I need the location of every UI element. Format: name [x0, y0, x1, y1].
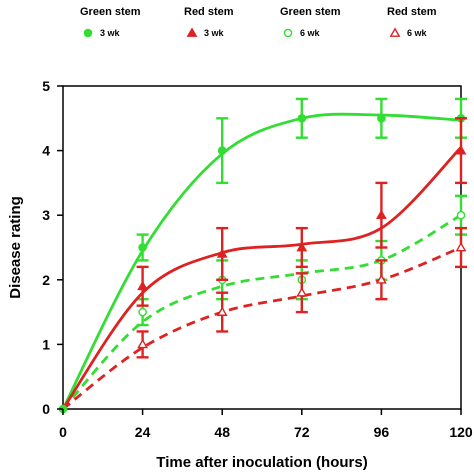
data-point — [138, 307, 147, 317]
series-line — [61, 213, 462, 410]
legend-title-3: Red stem — [387, 6, 437, 18]
x-tick-label: 72 — [294, 424, 310, 440]
data-point — [137, 338, 149, 349]
series-1 — [61, 117, 467, 410]
legend-title-2: Green stem — [280, 6, 341, 18]
y-tick-label: 5 — [42, 78, 50, 94]
x-tick-label: 0 — [59, 424, 67, 440]
data-point — [216, 248, 228, 258]
y-tick-label: 3 — [42, 207, 50, 223]
data-point — [297, 114, 307, 123]
legend-marker-1 — [186, 27, 198, 37]
legend-sub-1: 3 wk — [204, 28, 225, 38]
y-tick-label: 0 — [42, 401, 50, 417]
data-point — [296, 241, 308, 252]
y-tick-label: 2 — [42, 272, 50, 288]
data-point — [217, 146, 227, 155]
series-line — [61, 112, 462, 410]
data-point — [455, 241, 467, 252]
legend: Green stem 3 wk Red stem 3 wk Green stem 6 wk… — [80, 6, 437, 38]
axis-ticks: 0 24 48 72 96 120 0 1 2 3 4 5 — [42, 78, 473, 440]
legend-sub-2: 6 wk — [300, 28, 321, 38]
series-0 — [61, 97, 467, 410]
series-3 — [62, 226, 467, 411]
data-point — [456, 210, 466, 220]
series-line — [61, 146, 462, 410]
legend-marker-2 — [283, 28, 293, 38]
legend-title-0: Green stem — [80, 6, 141, 18]
legend-title-1: Red stem — [184, 6, 234, 18]
data-point — [137, 280, 149, 291]
data-point — [138, 243, 147, 252]
data-point — [455, 144, 467, 155]
series-layer — [58, 97, 467, 414]
x-tick-label: 24 — [135, 424, 151, 440]
x-axis-title: Time after inoculation (hours) — [156, 454, 367, 471]
x-tick-label: 96 — [374, 424, 390, 440]
data-point — [296, 287, 308, 297]
x-tick-label: 48 — [214, 424, 230, 440]
x-tick-label: 120 — [449, 424, 473, 440]
legend-marker-3 — [389, 27, 401, 37]
series-line — [62, 246, 462, 411]
data-point — [375, 209, 387, 220]
legend-sub-0: 3 wk — [100, 28, 121, 38]
data-point — [375, 274, 387, 284]
data-point — [216, 306, 228, 316]
data-point — [377, 114, 386, 123]
legend-marker-0 — [83, 28, 93, 38]
y-tick-label: 4 — [42, 143, 50, 159]
y-tick-label: 1 — [42, 336, 50, 352]
y-axis-title: Disease rating — [7, 196, 24, 299]
legend-sub-3: 6 wk — [407, 28, 428, 38]
